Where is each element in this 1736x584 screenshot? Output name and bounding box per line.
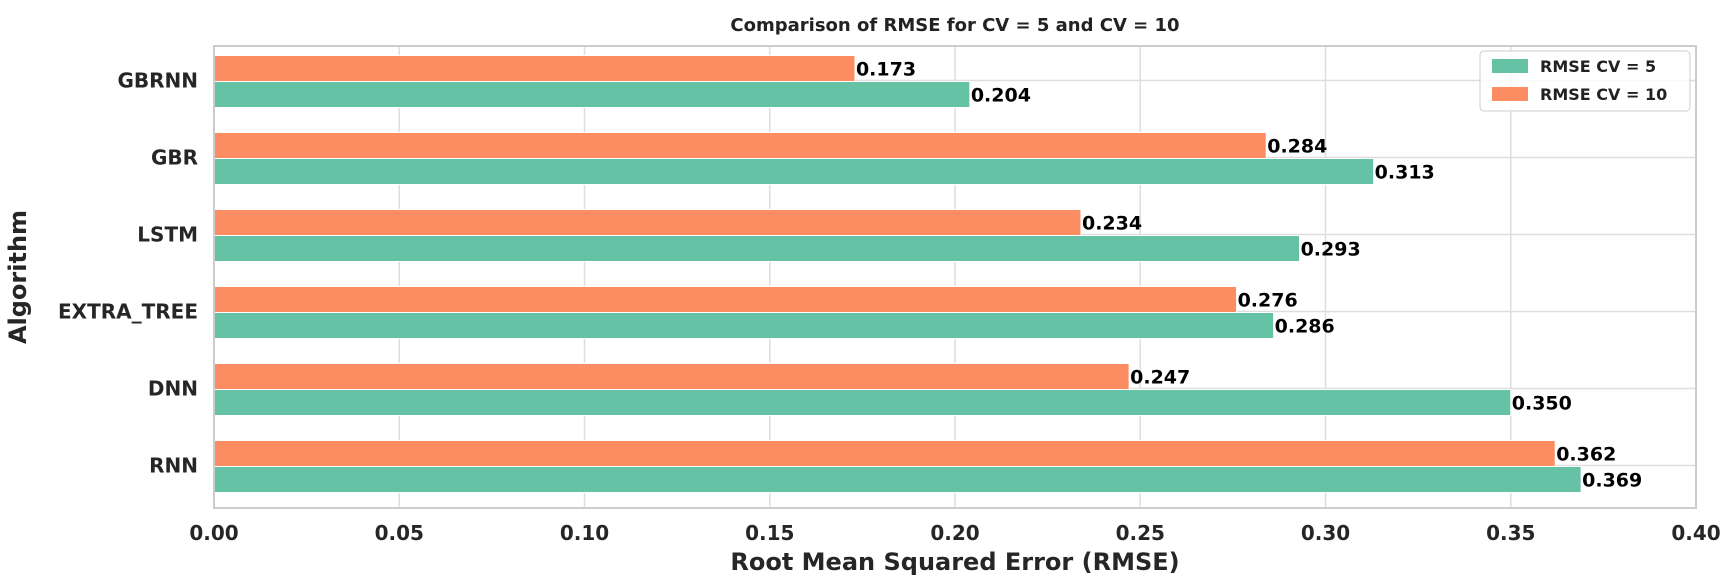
value-label: 0.284 [1267,136,1327,158]
y-axis-label: Algorithm [4,210,32,344]
x-tick-label: 0.25 [1116,521,1165,545]
bar-rmse-cv10 [213,440,1556,467]
bar-rmse-cv10 [213,132,1267,159]
x-tick-label: 0.05 [375,521,424,545]
plot-frame [213,45,1697,509]
y-tick-labels: GBRNN GBR LSTM EXTRA_TREE DNN RNN [58,69,198,478]
value-label: 0.276 [1238,290,1298,312]
value-labels-group: 0.173 0.204 0.284 0.313 0.234 0.293 0.276 0.286… [856,59,1642,492]
value-label: 0.362 [1556,444,1616,466]
bar-rmse-cv5 [213,158,1375,185]
x-tick-label: 0.10 [560,521,609,545]
bar-rmse-cv5 [213,466,1582,493]
bar-rmse-cv10 [213,286,1238,313]
x-tick-labels: 0.00 0.05 0.10 0.15 0.20 0.25 0.30 0.35 0.40 [189,521,1720,545]
value-label: 0.369 [1582,470,1642,492]
legend-label-cv5: RMSE CV = 5 [1540,57,1656,76]
x-tick-label: 0.15 [745,521,794,545]
x-tick-label: 0.30 [1301,521,1350,545]
y-tick-label: LSTM [137,223,198,247]
value-label: 0.350 [1512,393,1572,415]
bars-group [213,55,1582,493]
legend-box [1479,50,1691,112]
x-axis-label: Root Mean Squared Error (RMSE) [730,548,1179,576]
y-tick-label: GBRNN [117,69,198,93]
legend-swatch-cv10 [1492,87,1528,101]
value-label: 0.247 [1130,367,1190,389]
bar-rmse-cv10 [213,209,1082,236]
bar-rmse-cv10 [213,363,1130,390]
y-tick-label: RNN [149,454,198,478]
legend: RMSE CV = 5 RMSE CV = 10 [1479,50,1691,112]
bar-rmse-cv5 [213,389,1512,416]
y-tick-label: EXTRA_TREE [58,300,198,324]
bar-rmse-cv5 [213,81,971,108]
x-tick-label: 0.35 [1486,521,1535,545]
bar-rmse-cv5 [213,312,1275,339]
bar-rmse-cv5 [213,235,1301,262]
value-label: 0.286 [1275,316,1335,338]
value-label: 0.293 [1301,239,1361,261]
bar-rmse-cv10 [213,55,856,82]
x-tick-label: 0.00 [189,521,238,545]
x-tick-label: 0.40 [1671,521,1720,545]
chart-title: Comparison of RMSE for CV = 5 and CV = 1… [730,15,1179,36]
value-label: 0.173 [856,59,916,81]
x-tick-label: 0.20 [930,521,979,545]
legend-label-cv10: RMSE CV = 10 [1540,85,1667,104]
value-label: 0.313 [1375,162,1435,184]
value-label: 0.204 [971,85,1031,107]
value-label: 0.234 [1082,213,1142,235]
legend-swatch-cv5 [1492,59,1528,73]
y-tick-label: GBR [151,146,198,170]
y-tick-label: DNN [148,377,198,401]
